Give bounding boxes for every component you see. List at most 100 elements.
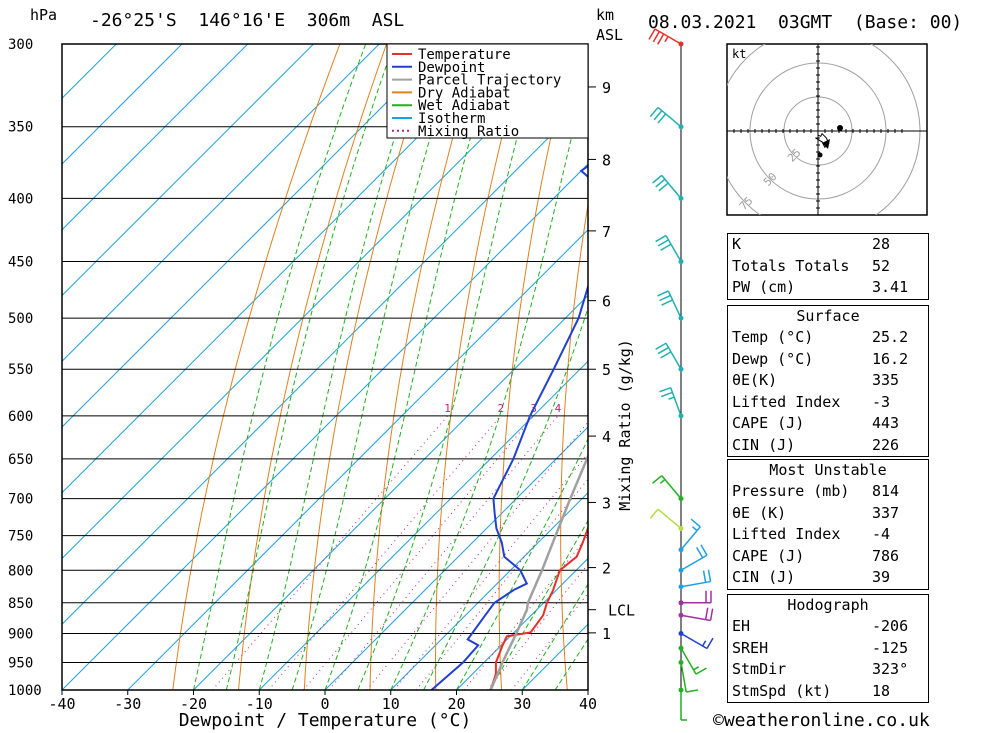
- pressure-tick-label: 800: [8, 563, 33, 579]
- pressure-tick-label: 450: [8, 255, 33, 271]
- km-unit-label: km: [596, 6, 614, 24]
- wind-barb: [652, 174, 684, 201]
- hodo-index-value: 18: [872, 681, 891, 700]
- index-label: Totals Totals: [732, 256, 850, 275]
- mu-index-row: θE (K) 337: [728, 503, 928, 525]
- surface-index-row: Temp (°C) 25.2: [728, 327, 928, 349]
- mixing-ratio-label: 6: [590, 402, 597, 415]
- surface-index-value: 226: [872, 435, 900, 454]
- surface-index-value: 16.2: [872, 349, 909, 368]
- x-axis-title: Dewpoint / Temperature (°C): [179, 710, 472, 731]
- index-label: PW (cm): [732, 278, 796, 296]
- isotherm-line: [324, 426, 588, 690]
- wind-barb: [659, 387, 684, 419]
- parcel-trajectory-line: [489, 453, 588, 690]
- isotherm-line: [456, 557, 588, 690]
- wind-barb: [678, 544, 708, 573]
- pressure-tick-label: 550: [8, 362, 33, 378]
- isotherm-line: [258, 360, 588, 690]
- x-tick-label: -30: [114, 695, 141, 713]
- hodograph-start-dot: [817, 152, 823, 158]
- mixing-ratio-label: 10: [633, 402, 646, 415]
- surface-index-value: 25.2: [872, 328, 909, 346]
- mixing-ratio-label: 20: [701, 402, 714, 415]
- wind-barb: [652, 475, 684, 502]
- legend-label: Dewpoint: [418, 60, 485, 76]
- wet-adiabat-line: [225, 44, 395, 690]
- hodo-index-row: EH -206: [728, 616, 928, 638]
- mixing-ratio-axis-title: Mixing Ratio (g/kg): [616, 339, 634, 511]
- mu-index-label: Pressure (mb): [732, 482, 850, 500]
- mu-index-label: CAPE (J): [732, 546, 805, 565]
- lcl-label: LCL: [608, 602, 635, 620]
- wind-barb: [655, 234, 684, 265]
- index-row: PW (cm) 3.41: [728, 277, 928, 299]
- legend-label: Temperature: [418, 47, 511, 63]
- hodo-index-value: -125: [872, 638, 909, 657]
- hodo-index-label: StmSpd (kt): [732, 681, 832, 700]
- wet-adiabat-line: [456, 437, 588, 690]
- surface-index-label: CAPE (J): [732, 414, 805, 432]
- temperature-line: [489, 525, 588, 690]
- isotherm-line: [62, 44, 249, 231]
- height-tick-label: 3: [602, 494, 611, 512]
- isotherm-line: [62, 44, 512, 494]
- hodograph-title: Hodograph: [787, 596, 869, 614]
- surface-index-label: θE(K): [732, 371, 778, 389]
- index-row: K 28: [728, 234, 928, 256]
- isotherm-line: [62, 44, 380, 362]
- x-tick-label: -10: [246, 695, 273, 713]
- legend-label: Dry Adiabat: [418, 85, 511, 101]
- isotherm-line: [62, 97, 588, 625]
- mu-index-row: Lifted Index -4: [728, 524, 928, 546]
- wind-barb: [678, 687, 687, 721]
- wind-barb: [649, 508, 684, 531]
- wind-barb: [649, 106, 684, 130]
- mu-index-label: θE (K): [732, 503, 787, 522]
- pressure-tick-label: 600: [8, 409, 33, 425]
- surface-index-label: Temp (°C): [732, 328, 814, 346]
- mixing-ratio-line: [328, 415, 559, 690]
- wind-barb: [657, 290, 684, 321]
- footer-credit[interactable]: ©weatheronline.co.uk: [713, 710, 930, 731]
- isotherm-line: [62, 163, 588, 690]
- isotherm-line: [127, 229, 588, 690]
- hodo-index-row: StmSpd (kt) 18: [728, 681, 928, 703]
- hodograph-frame: [726, 43, 928, 216]
- surface-index-row: CAPE (J) 443: [728, 413, 928, 435]
- height-tick-label: 1: [602, 625, 611, 643]
- index-row: Totals Totals 52: [728, 256, 928, 278]
- pressure-tick-label: 950: [8, 655, 33, 671]
- index-value: 28: [872, 235, 891, 253]
- surface-index-value: 443: [872, 414, 900, 432]
- mixing-ratio-line: [268, 415, 502, 690]
- surface-index-value: 335: [872, 371, 900, 389]
- height-tick-label: 2: [602, 560, 611, 578]
- wet-adiabat-line: [258, 44, 426, 690]
- location-title: -26°25'S 146°16'E 306m ASL: [90, 10, 404, 31]
- hpa-unit-label: hPa: [30, 6, 57, 24]
- asl-unit-label: ASL: [596, 26, 623, 44]
- wet-adiabat-line: [357, 44, 543, 690]
- most-unstable-title: Most Unstable: [769, 461, 887, 479]
- mu-index-value: 814: [872, 482, 900, 500]
- plot-area: 12346810162025: [62, 44, 714, 690]
- dewpoint-line: [430, 56, 588, 690]
- datetime-title: 08.03.2021 03GMT (Base: 00): [648, 12, 962, 33]
- hodo-index-row: SREH -125: [728, 638, 928, 660]
- x-tick-label: 30: [513, 695, 531, 713]
- indices-surface-table: Surface Temp (°C) 25.2 Dewp (°C) 16.2 θE(K) 3…: [727, 305, 929, 457]
- legend-label: Isotherm: [418, 111, 485, 127]
- index-value: 52: [872, 256, 891, 275]
- wet-adiabat-line: [291, 44, 460, 690]
- hodo-index-row: StmDir 323°: [728, 659, 928, 681]
- height-tick-label: 6: [602, 293, 611, 311]
- isotherm-line: [62, 44, 446, 428]
- wind-barb: [678, 590, 712, 606]
- dry-adiabat-line: [678, 44, 713, 690]
- pressure-tick-label: 750: [8, 529, 33, 545]
- isotherm-line: [62, 44, 183, 165]
